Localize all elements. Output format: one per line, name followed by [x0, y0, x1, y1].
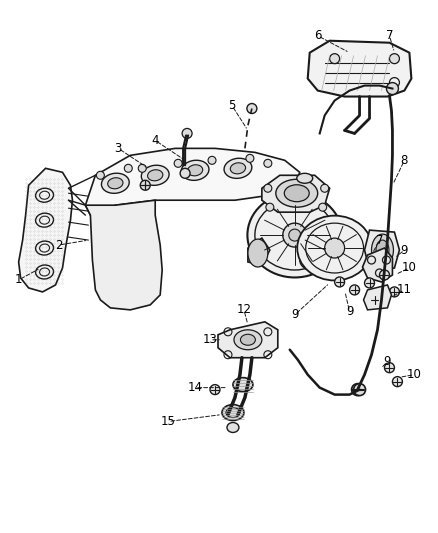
Ellipse shape [248, 239, 268, 267]
Ellipse shape [230, 163, 246, 174]
Ellipse shape [148, 169, 163, 181]
Circle shape [385, 362, 395, 373]
Circle shape [325, 238, 345, 258]
Polygon shape [218, 322, 278, 358]
Polygon shape [85, 200, 162, 310]
Ellipse shape [247, 193, 342, 278]
Circle shape [319, 203, 327, 211]
Circle shape [283, 223, 307, 247]
Ellipse shape [181, 160, 209, 180]
Text: 10: 10 [402, 262, 417, 274]
Ellipse shape [240, 334, 255, 345]
Ellipse shape [187, 165, 203, 176]
Polygon shape [248, 238, 270, 265]
Text: 12: 12 [237, 303, 251, 317]
Ellipse shape [297, 173, 313, 183]
Text: 9: 9 [291, 309, 299, 321]
Circle shape [389, 54, 399, 63]
Text: 14: 14 [187, 381, 203, 394]
Circle shape [264, 184, 272, 192]
Polygon shape [262, 175, 330, 212]
Circle shape [266, 203, 274, 211]
Ellipse shape [227, 423, 239, 432]
Text: 6: 6 [314, 29, 321, 42]
Text: 9: 9 [346, 305, 353, 318]
Polygon shape [308, 41, 411, 96]
Text: 7: 7 [376, 233, 383, 247]
Ellipse shape [276, 179, 318, 207]
Circle shape [330, 54, 339, 63]
Circle shape [350, 285, 360, 295]
Ellipse shape [371, 234, 393, 266]
Ellipse shape [376, 240, 389, 260]
Circle shape [386, 83, 399, 94]
Ellipse shape [141, 165, 169, 185]
Text: 2: 2 [55, 239, 62, 252]
Circle shape [140, 180, 150, 190]
Text: 4: 4 [152, 134, 159, 147]
Polygon shape [364, 285, 392, 310]
Circle shape [389, 287, 399, 297]
Polygon shape [85, 148, 300, 215]
Circle shape [138, 164, 146, 172]
Polygon shape [363, 248, 392, 282]
Circle shape [96, 171, 104, 179]
Text: 3: 3 [115, 142, 122, 155]
Circle shape [335, 277, 345, 287]
Circle shape [352, 384, 364, 395]
Text: 8: 8 [401, 154, 408, 167]
Polygon shape [364, 230, 399, 270]
Text: 11: 11 [397, 284, 412, 296]
Circle shape [210, 385, 220, 394]
Ellipse shape [234, 330, 262, 350]
Ellipse shape [233, 378, 253, 392]
Ellipse shape [297, 216, 372, 280]
Text: 1: 1 [15, 273, 22, 286]
Circle shape [379, 270, 389, 280]
Circle shape [392, 377, 403, 386]
Text: 13: 13 [203, 333, 217, 346]
Ellipse shape [300, 249, 330, 271]
Ellipse shape [102, 173, 129, 193]
Text: 15: 15 [161, 415, 176, 428]
Circle shape [247, 103, 257, 114]
Text: 9: 9 [384, 355, 391, 368]
Circle shape [182, 128, 192, 139]
Circle shape [264, 159, 272, 167]
Ellipse shape [284, 185, 309, 201]
Circle shape [208, 156, 216, 164]
Polygon shape [19, 168, 72, 292]
Circle shape [289, 229, 301, 241]
Circle shape [246, 155, 254, 163]
Circle shape [370, 295, 379, 305]
Text: 5: 5 [228, 99, 236, 112]
Text: 10: 10 [407, 368, 422, 381]
Ellipse shape [222, 405, 244, 421]
Circle shape [364, 278, 374, 288]
Ellipse shape [108, 177, 123, 189]
Text: 9: 9 [401, 244, 408, 256]
Circle shape [321, 184, 328, 192]
Circle shape [353, 384, 366, 395]
Text: 7: 7 [386, 29, 393, 42]
Circle shape [180, 168, 190, 178]
Circle shape [174, 159, 182, 167]
Ellipse shape [224, 158, 252, 179]
Circle shape [124, 164, 132, 172]
